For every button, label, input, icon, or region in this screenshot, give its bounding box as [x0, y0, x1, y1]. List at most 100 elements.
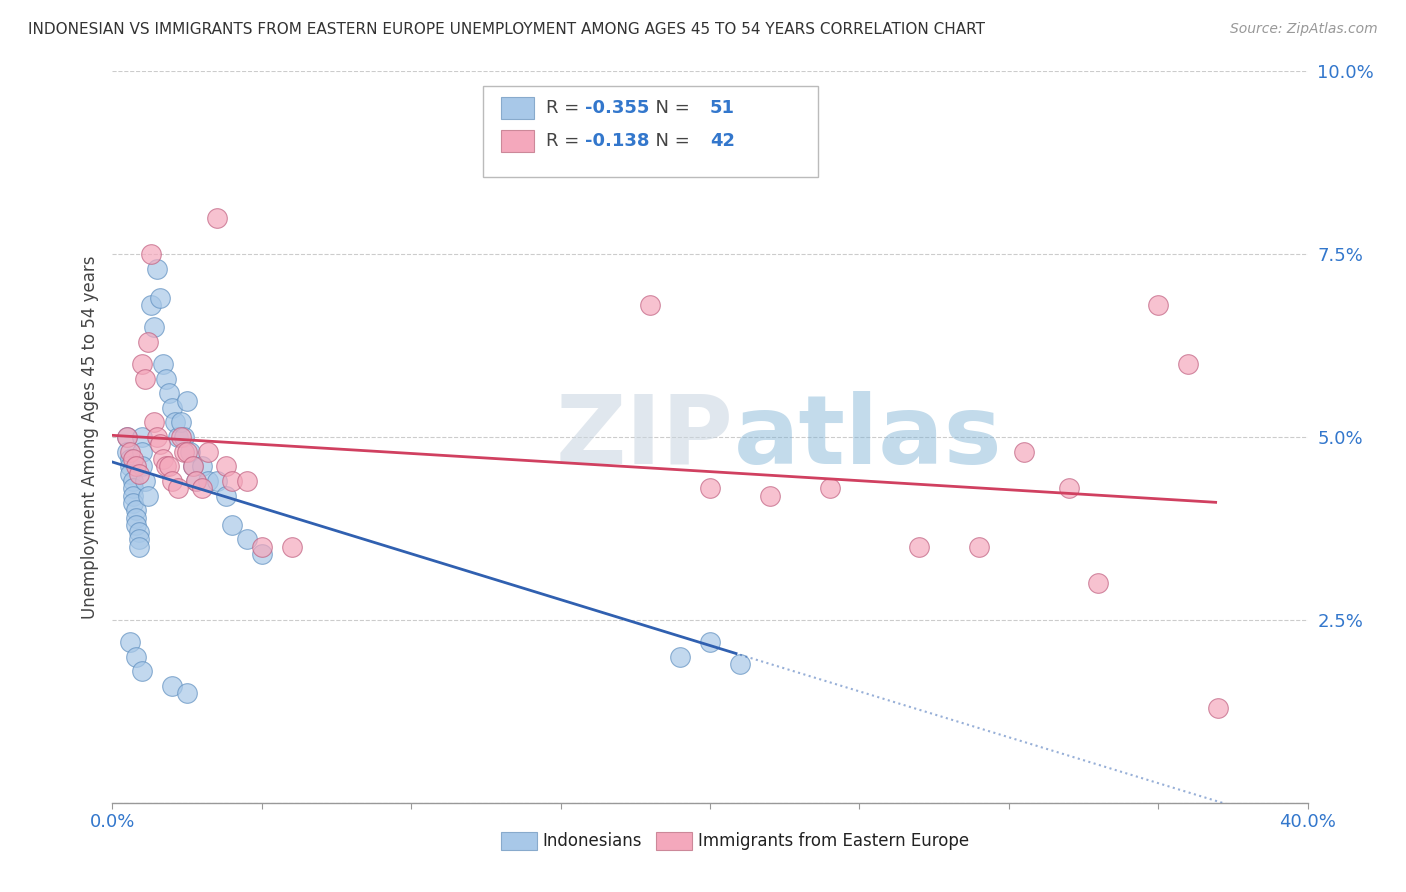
Point — [215, 459, 238, 474]
Point — [117, 430, 139, 444]
Point — [131, 664, 153, 678]
Point — [157, 459, 180, 474]
Text: R =: R = — [547, 132, 585, 150]
Point — [131, 430, 153, 444]
Point — [157, 386, 180, 401]
Point — [122, 496, 145, 510]
Point — [131, 357, 153, 371]
FancyBboxPatch shape — [484, 86, 818, 178]
Point — [205, 474, 228, 488]
Point — [215, 489, 238, 503]
Text: R =: R = — [547, 99, 585, 117]
Point — [120, 444, 142, 458]
Text: 42: 42 — [710, 132, 735, 150]
Point — [138, 334, 160, 349]
Point — [134, 371, 156, 385]
Text: -0.138: -0.138 — [585, 132, 650, 150]
FancyBboxPatch shape — [501, 832, 537, 850]
Point — [191, 459, 214, 474]
Text: -0.355: -0.355 — [585, 99, 650, 117]
Point — [122, 452, 145, 467]
Point — [640, 298, 662, 312]
Point — [120, 459, 142, 474]
Point — [131, 444, 153, 458]
Point — [728, 657, 751, 671]
FancyBboxPatch shape — [501, 130, 534, 152]
Point — [143, 320, 166, 334]
Point — [221, 517, 243, 532]
Point — [186, 474, 208, 488]
Point — [1177, 357, 1199, 371]
Point — [138, 489, 160, 503]
Text: ZIP: ZIP — [555, 391, 734, 483]
Point — [236, 474, 259, 488]
Point — [125, 503, 148, 517]
Point — [205, 211, 228, 225]
Point — [143, 416, 166, 430]
Point — [128, 467, 150, 481]
Point — [146, 261, 169, 276]
Point — [669, 649, 692, 664]
Point — [191, 481, 214, 495]
Point — [117, 430, 139, 444]
Point — [167, 481, 190, 495]
Point — [1057, 481, 1080, 495]
Point — [128, 540, 150, 554]
Point — [125, 517, 148, 532]
Point — [162, 474, 183, 488]
Point — [120, 635, 142, 649]
Point — [125, 649, 148, 664]
Point — [155, 371, 177, 385]
Point — [250, 540, 273, 554]
Point — [125, 510, 148, 524]
Point — [281, 540, 304, 554]
Text: Source: ZipAtlas.com: Source: ZipAtlas.com — [1230, 22, 1378, 37]
Point — [176, 444, 198, 458]
Point — [122, 481, 145, 495]
Point — [967, 540, 990, 554]
Point — [128, 525, 150, 540]
Text: atlas: atlas — [734, 391, 1002, 483]
Point — [122, 489, 145, 503]
Point — [176, 393, 198, 408]
Point — [128, 533, 150, 547]
Point — [149, 437, 172, 451]
Text: INDONESIAN VS IMMIGRANTS FROM EASTERN EUROPE UNEMPLOYMENT AMONG AGES 45 TO 54 YE: INDONESIAN VS IMMIGRANTS FROM EASTERN EU… — [28, 22, 986, 37]
Point — [759, 489, 782, 503]
Point — [141, 298, 163, 312]
Point — [176, 686, 198, 700]
Point — [152, 452, 174, 467]
Point — [181, 459, 204, 474]
Point — [173, 430, 195, 444]
Point — [141, 247, 163, 261]
Point — [162, 679, 183, 693]
Point — [236, 533, 259, 547]
Text: N =: N = — [644, 99, 696, 117]
Point — [908, 540, 931, 554]
Point — [818, 481, 841, 495]
Point — [120, 467, 142, 481]
Point — [131, 459, 153, 474]
Point — [120, 452, 142, 467]
Point — [1012, 444, 1035, 458]
Point — [122, 474, 145, 488]
Point — [125, 459, 148, 474]
Point — [162, 401, 183, 415]
Point — [197, 444, 219, 458]
Point — [165, 416, 187, 430]
Text: Immigrants from Eastern Europe: Immigrants from Eastern Europe — [699, 832, 969, 850]
Point — [181, 459, 204, 474]
Point — [155, 459, 177, 474]
Point — [167, 430, 190, 444]
Point — [173, 444, 195, 458]
Text: N =: N = — [644, 132, 696, 150]
Point — [1147, 298, 1170, 312]
Y-axis label: Unemployment Among Ages 45 to 54 years: Unemployment Among Ages 45 to 54 years — [80, 255, 98, 619]
Point — [149, 291, 172, 305]
Text: 51: 51 — [710, 99, 735, 117]
Point — [146, 430, 169, 444]
FancyBboxPatch shape — [501, 97, 534, 119]
Point — [1206, 700, 1229, 714]
Point — [1087, 576, 1109, 591]
Point — [250, 547, 273, 561]
